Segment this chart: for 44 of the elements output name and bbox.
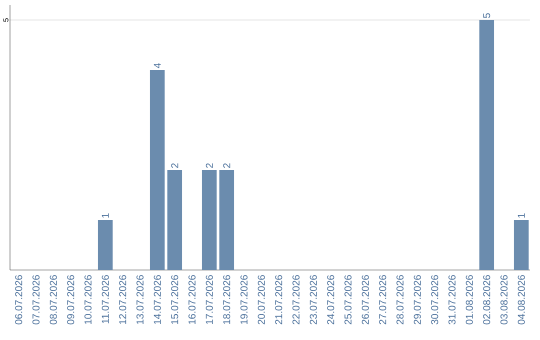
bar (150, 70, 165, 270)
data-label: 2 (171, 163, 178, 168)
x-tick-label: 03.08.2026 (500, 275, 508, 324)
bar (219, 170, 234, 270)
x-tick-label: 09.07.2026 (67, 275, 74, 324)
data-label: 4 (154, 63, 161, 68)
bar (479, 20, 494, 270)
bar (202, 170, 217, 270)
x-tick-label: 17.07.2026 (206, 275, 213, 324)
x-tick-label: 29.07.2026 (414, 275, 421, 324)
x-tick-label: 20.07.2026 (258, 275, 265, 324)
x-tick-label: 27.07.2026 (379, 275, 386, 324)
bar (98, 220, 113, 270)
x-tick-label: 13.07.2026 (136, 275, 144, 324)
x-tick-label: 08.07.2026 (50, 275, 57, 324)
data-label: 5 (483, 13, 490, 18)
x-tick-label: 01.08.2026 (466, 275, 473, 324)
x-tick-label: 10.07.2026 (84, 275, 92, 324)
x-tick-label: 23.07.2026 (310, 275, 317, 324)
x-tick-label: 19.07.2026 (240, 275, 248, 324)
x-tick-label: 14.07.2026 (154, 275, 161, 324)
x-tick-label: 26.07.2026 (362, 275, 369, 324)
data-label: 1 (102, 213, 109, 218)
x-tick-label: 15.07.2026 (171, 275, 178, 324)
data-label: 1 (518, 213, 525, 218)
x-tick-label: 02.08.2026 (483, 275, 490, 324)
x-tick-label: 25.07.2026 (344, 275, 352, 324)
x-tick-label: 04.08.2026 (518, 275, 525, 324)
x-tick-label: 12.07.2026 (119, 275, 126, 324)
x-tick-label: 28.07.2026 (396, 275, 404, 324)
x-tick-label: 31.07.2026 (448, 275, 456, 324)
x-tick-label: 07.07.2026 (32, 275, 40, 324)
x-tick-label: 24.07.2026 (327, 275, 334, 324)
bar (514, 220, 529, 270)
x-tick-label: 22.07.2026 (292, 275, 300, 324)
x-tick-label: 18.07.2026 (223, 275, 230, 324)
data-label: 2 (206, 163, 213, 168)
x-tick-label: 11.07.2026 (102, 275, 109, 324)
x-tick-label: 06.07.2026 (15, 275, 22, 324)
x-tick-label: 16.07.2026 (188, 275, 196, 324)
data-label: 2 (223, 163, 230, 168)
bar (167, 170, 182, 270)
x-tick-label: 21.07.2026 (275, 275, 282, 324)
x-tick-label: 30.07.2026 (431, 275, 438, 324)
